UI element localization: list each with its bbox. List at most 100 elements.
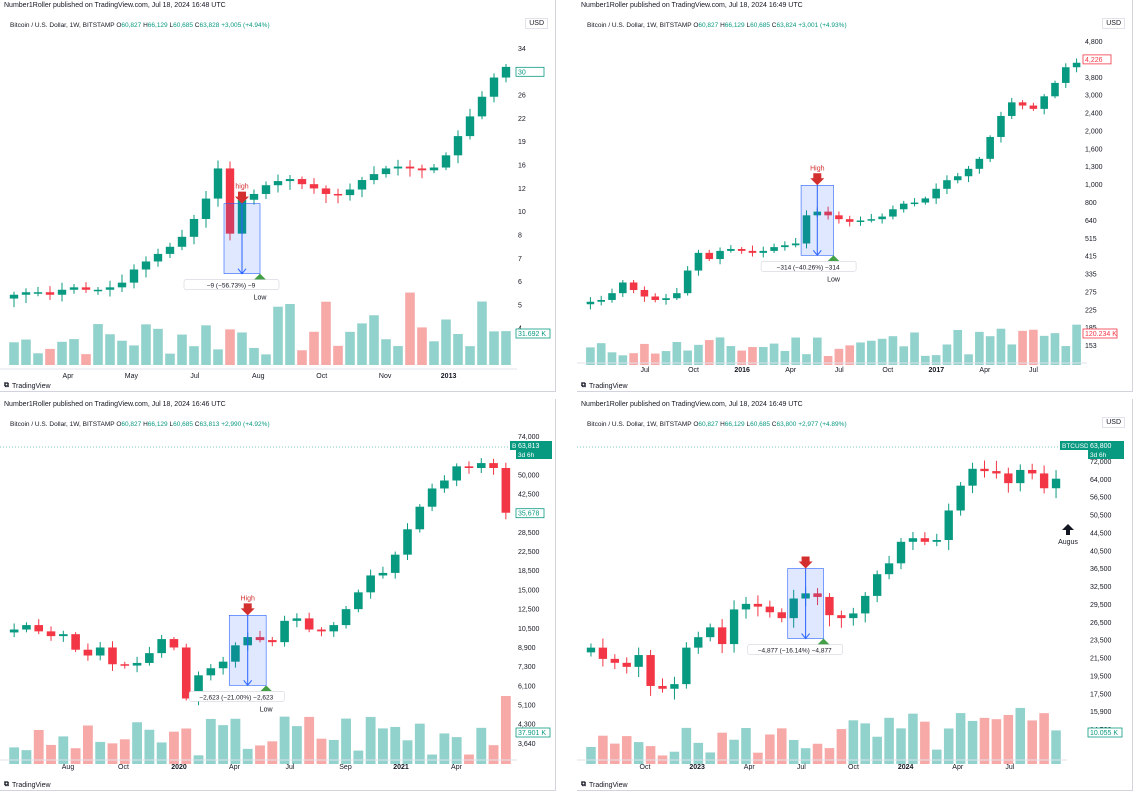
candle-body bbox=[59, 634, 68, 637]
y-tick-label: 4,800 bbox=[1085, 39, 1103, 46]
volume-bar bbox=[964, 354, 973, 365]
y-tick-label: 22,500 bbox=[518, 549, 540, 556]
volume-bar bbox=[105, 334, 115, 365]
volume-bar bbox=[910, 332, 919, 365]
candle-body bbox=[345, 189, 355, 196]
volume-bar bbox=[402, 740, 413, 764]
publisher-line: Number1Roller published on TradingView.c… bbox=[581, 401, 803, 408]
candle-body bbox=[108, 647, 117, 665]
x-tick-label: 2023 bbox=[689, 764, 705, 771]
x-tick-label: Apr bbox=[229, 764, 241, 771]
measure-label-box bbox=[183, 279, 280, 290]
y-tick-label: 7 bbox=[518, 256, 522, 263]
currency-button[interactable]: USD bbox=[1102, 417, 1125, 428]
y-tick-label: 1,600 bbox=[1085, 146, 1103, 153]
price-label: 35,678 bbox=[518, 511, 540, 518]
candle-body bbox=[932, 539, 941, 542]
y-tick-label: 21,500 bbox=[1090, 656, 1112, 663]
volume-bar bbox=[117, 340, 127, 365]
volume-bar bbox=[610, 743, 620, 764]
volume-bar bbox=[230, 718, 241, 764]
measure-label-box bbox=[188, 691, 285, 702]
candle-body bbox=[872, 574, 882, 596]
volume-bar bbox=[834, 348, 844, 365]
x-tick-label: 2013 bbox=[441, 373, 457, 380]
volume-bar bbox=[693, 742, 704, 764]
volume-bar bbox=[899, 346, 909, 365]
price-chart[interactable]: 4,800 4,226 3,800 3,000 2,400 2,000 1,600 1,300… bbox=[577, 0, 1133, 392]
candle-body bbox=[920, 538, 930, 542]
candle-body bbox=[683, 270, 692, 294]
candle-body bbox=[417, 168, 427, 171]
candle-body bbox=[956, 485, 965, 511]
candle-body bbox=[201, 198, 211, 219]
candle-body bbox=[673, 293, 681, 299]
volume-bar bbox=[942, 344, 952, 365]
candle-body bbox=[280, 620, 289, 643]
ticker-price-box bbox=[516, 441, 552, 459]
volume-bar bbox=[353, 750, 364, 764]
currency-button[interactable]: USD bbox=[525, 18, 548, 29]
candle-body bbox=[333, 193, 343, 196]
candle-body bbox=[992, 471, 1001, 474]
candle-body bbox=[255, 637, 265, 641]
candle-body bbox=[225, 168, 235, 234]
volume-bar bbox=[705, 752, 715, 764]
volume-bar bbox=[1061, 346, 1071, 365]
volume-bar bbox=[177, 334, 187, 365]
volume-bar bbox=[955, 713, 966, 764]
y-tick-label: 40,500 bbox=[1090, 548, 1112, 555]
price-chart[interactable]: 80,00072,00064,00056,50050,50044,50040,5… bbox=[577, 399, 1133, 791]
y-tick-label: 1,000 bbox=[1085, 182, 1103, 189]
candle-body bbox=[835, 215, 843, 220]
candle-body bbox=[997, 115, 1005, 137]
candle-body bbox=[884, 563, 894, 575]
candle-body bbox=[213, 168, 223, 199]
candle-body bbox=[586, 647, 596, 653]
volume-bar bbox=[427, 754, 438, 764]
volume-bar bbox=[780, 350, 790, 365]
price-label: 30 bbox=[518, 69, 526, 76]
volume-bar bbox=[441, 319, 451, 365]
x-tick-label: Jul bbox=[286, 764, 295, 771]
price-chart[interactable]: 74,00060,00050,00042,50035,67828,50022,5… bbox=[0, 399, 556, 791]
volume-bar bbox=[607, 352, 617, 365]
volume-bar bbox=[669, 751, 680, 764]
arrow-down-icon bbox=[243, 680, 253, 687]
y-tick-label: 29,500 bbox=[1090, 602, 1112, 609]
candle-body bbox=[71, 634, 80, 650]
candle-body bbox=[390, 554, 400, 573]
y-tick-label: 640 bbox=[1085, 218, 1097, 225]
volume-bar bbox=[46, 744, 56, 764]
volume-bar bbox=[681, 727, 692, 764]
x-tick-label: Jul bbox=[190, 373, 199, 380]
volume-label: 120.234 K bbox=[1085, 331, 1117, 338]
volume-bar bbox=[365, 716, 376, 764]
volume-bar bbox=[357, 323, 367, 365]
candle-body bbox=[975, 158, 984, 169]
volume-bar bbox=[477, 301, 487, 365]
chart-panel-2016: Number1Roller published on TradingView.c… bbox=[577, 0, 1133, 392]
currency-button[interactable]: USD bbox=[1102, 18, 1125, 29]
candle-body bbox=[489, 463, 498, 468]
candle-body bbox=[791, 243, 800, 246]
volume-bar bbox=[279, 716, 290, 764]
volume-bar bbox=[414, 723, 425, 764]
volume-bar bbox=[791, 337, 801, 365]
tradingview-logo: ⧉ TradingView bbox=[4, 781, 51, 789]
y-tick-label: 32,500 bbox=[1090, 584, 1112, 591]
volume-bar bbox=[788, 739, 799, 764]
volume-bar bbox=[33, 353, 43, 365]
y-tick-label: 36,500 bbox=[1090, 566, 1112, 573]
price-label-box bbox=[515, 66, 545, 77]
y-tick-label: 12,500 bbox=[518, 607, 540, 614]
volume-bar bbox=[824, 748, 835, 764]
publisher-line: Number1Roller published on TradingView.c… bbox=[4, 2, 226, 9]
candle-body bbox=[899, 203, 908, 210]
candle-body bbox=[189, 218, 199, 237]
candle-body bbox=[304, 618, 314, 630]
price-chart[interactable]: 34302622191612108765431.692 KAprMayJulAu… bbox=[0, 0, 556, 392]
candle-body bbox=[366, 575, 375, 593]
candle-body bbox=[292, 618, 302, 621]
y-tick-label: 225 bbox=[1085, 307, 1097, 314]
